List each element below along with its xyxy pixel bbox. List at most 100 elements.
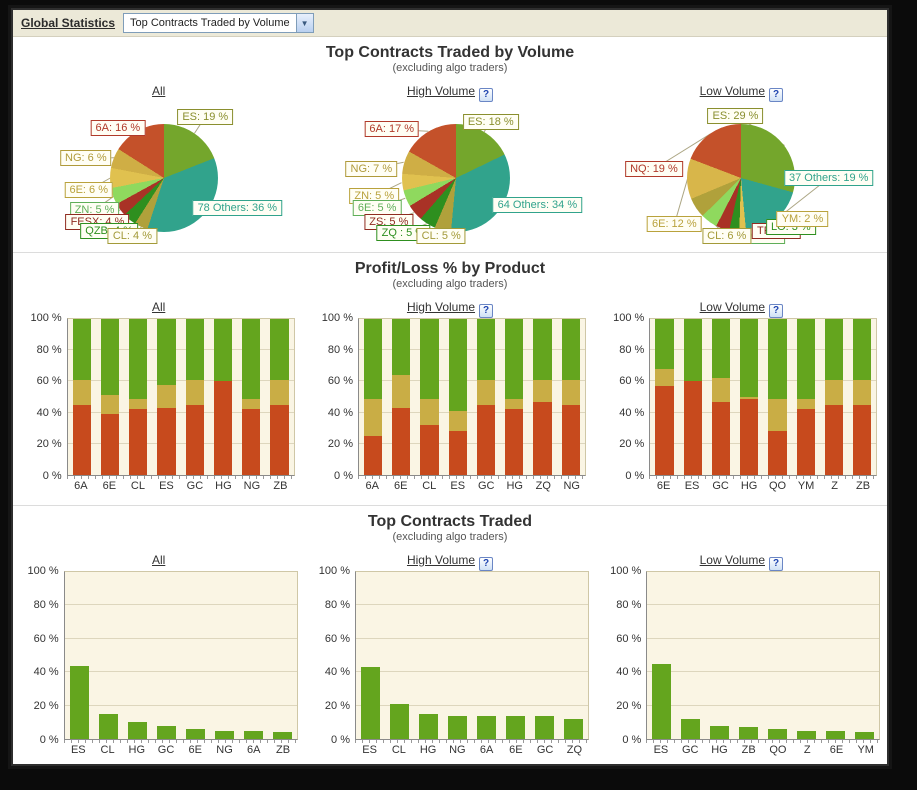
bar-QO	[763, 319, 791, 475]
bar-segment-flat	[392, 375, 411, 408]
bar-segment-loss	[270, 404, 289, 475]
help-icon[interactable]: ?	[769, 88, 783, 102]
global-statistics-link[interactable]: Global Statistics	[21, 16, 116, 30]
bar-ES	[679, 319, 707, 475]
x-tick-label: 6E	[509, 744, 523, 756]
y-tick-label: 40 %	[324, 666, 350, 679]
bar-segment-loss	[740, 398, 759, 475]
bar-segment-volume_pct	[768, 728, 788, 739]
bar-segment-volume_pct	[681, 718, 701, 739]
bar-segment-flat	[768, 398, 787, 432]
bar-segment-volume_pct	[272, 732, 292, 739]
bar-segment-profit	[420, 319, 439, 399]
column-high-volume: High Volume? 0 % 20 % 40 % 60 % 80 % 100 % 6A 6…	[304, 291, 595, 493]
bar-segment-volume_pct	[156, 725, 176, 739]
bar-segment-loss	[768, 431, 787, 475]
bar-segment-flat	[655, 368, 674, 387]
help-icon[interactable]: ?	[479, 88, 494, 102]
bar-YM	[792, 319, 820, 475]
column-low-volume: Low Volume? 0 % 20 % 40 % 60 % 80 % 100 % 6E ES…	[596, 291, 887, 493]
chart-link-low-volume[interactable]: Low Volume	[699, 84, 765, 98]
bar-6E	[181, 572, 210, 739]
chart-link-low-volume[interactable]: Low Volume	[699, 300, 765, 314]
bar-ES	[444, 319, 472, 475]
bar-segment-loss	[655, 386, 674, 475]
x-tick-label: ZB	[276, 744, 291, 756]
bar-segment-flat	[185, 379, 204, 405]
bar-segment-profit	[561, 319, 580, 380]
bar-segment-volume_pct	[652, 663, 672, 739]
section-top-contracts-by-volume: Top Contracts Traded by Volume (excludin…	[13, 37, 887, 253]
chart-link-low-volume[interactable]: Low Volume	[699, 553, 765, 567]
help-icon[interactable]: ?	[479, 557, 494, 571]
x-tick-label: 6E	[102, 480, 117, 492]
bar-NG	[557, 319, 585, 475]
y-axis: 0 % 20 % 40 % 60 % 80 % 100 %	[602, 565, 646, 746]
chart-link-all[interactable]: All	[151, 300, 166, 314]
plot-area	[354, 571, 589, 740]
bar-segment-flat	[129, 398, 148, 410]
x-tick-label: ZB	[856, 480, 871, 492]
y-tick-label: 80 %	[619, 343, 645, 356]
x-tick-label: GC	[536, 744, 554, 756]
bar-HG	[123, 572, 152, 739]
y-axis: 0 % 20 % 40 % 60 % 80 % 100 %	[23, 312, 67, 482]
report-select-dropdown[interactable]: Top Contracts Traded by Volume ▼	[123, 13, 314, 33]
help-icon[interactable]: ?	[479, 304, 494, 318]
bar-segment-flat	[711, 378, 731, 402]
x-axis-labels: ES CL HG NG 6A 6E GC ZQ	[354, 740, 589, 757]
bar-segment-flat	[824, 379, 844, 405]
x-tick-label: NG	[449, 744, 466, 756]
y-tick-label: 0 %	[39, 734, 59, 746]
bar-Z	[792, 572, 821, 739]
y-tick-label: 80 %	[36, 343, 62, 356]
bars	[650, 319, 876, 475]
chart-link-high-volume[interactable]: High Volume	[406, 553, 476, 567]
help-icon[interactable]: ?	[769, 557, 783, 571]
chevron-down-icon[interactable]: ▼	[295, 14, 313, 32]
bar-segment-loss	[683, 381, 702, 475]
plot-area	[357, 318, 586, 476]
y-tick-label: 100 %	[30, 312, 62, 324]
y-tick-label: 60 %	[327, 375, 353, 388]
bar-segment-flat	[420, 398, 439, 426]
y-tick-label: 0 %	[42, 470, 62, 482]
y-tick-label: 0 %	[622, 734, 642, 746]
x-tick-label: ES	[159, 480, 174, 492]
pie-slice-label: 78 Others: 36 %	[192, 200, 283, 217]
bar-segment-loss	[420, 425, 439, 475]
bar-segment-profit	[72, 319, 91, 380]
help-icon[interactable]: ?	[769, 304, 783, 318]
pie-disc	[401, 124, 510, 232]
bar-segment-loss	[505, 409, 524, 475]
column-high-volume: High Volume? 0 % 20 % 40 % 60 % 80 % 100 % ES C…	[304, 544, 595, 757]
chart-link-all[interactable]: All	[151, 84, 166, 98]
x-tick-label: GC	[712, 480, 729, 492]
chart-link-high-volume[interactable]: High Volume	[406, 84, 476, 98]
x-axis-labels: ES GC HG ZB QO Z 6E YM	[646, 740, 881, 757]
y-tick-label: 80 %	[616, 598, 642, 611]
chart-link-high-volume[interactable]: High Volume	[406, 300, 476, 314]
chart-link-all[interactable]: All	[151, 553, 166, 567]
bar-segment-volume_pct	[418, 713, 438, 739]
app-window: Global Statistics Top Contracts Traded b…	[13, 10, 887, 764]
section-title: Top Contracts Traded by Volume	[325, 44, 575, 61]
pie-chart-low-volume: ES: 29 %NQ: 19 %6E: 12 %FESX: 5 %TF: 4 %…	[596, 102, 887, 254]
bar-segment-profit	[533, 319, 552, 380]
stacked-bar-chart-all: 0 % 20 % 40 % 60 % 80 % 100 % 6A 6E CL ES GC HG NG ZB	[23, 312, 295, 493]
section-top-contracts-traded: Top Contracts Traded (excluding algo tra…	[13, 506, 887, 763]
bar-segment-loss	[561, 404, 580, 475]
bars	[647, 572, 879, 739]
bar-segment-loss	[129, 409, 148, 475]
y-tick-label: 100 %	[321, 312, 353, 324]
column-low-volume: Low Volume? 0 % 20 % 40 % 60 % 80 % 100 % ES GC…	[596, 544, 887, 757]
x-tick-label: ZQ	[566, 744, 582, 756]
bar-segment-loss	[796, 409, 815, 475]
pie-slice-label: YM: 2 %	[776, 211, 829, 228]
x-tick-label: 6A	[247, 744, 261, 756]
bar-segment-flat	[740, 397, 759, 399]
bar-YM	[850, 572, 879, 739]
bar-segment-volume_pct	[739, 727, 759, 739]
y-tick-label: 100 %	[27, 565, 59, 577]
y-tick-label: 0 %	[625, 470, 645, 482]
